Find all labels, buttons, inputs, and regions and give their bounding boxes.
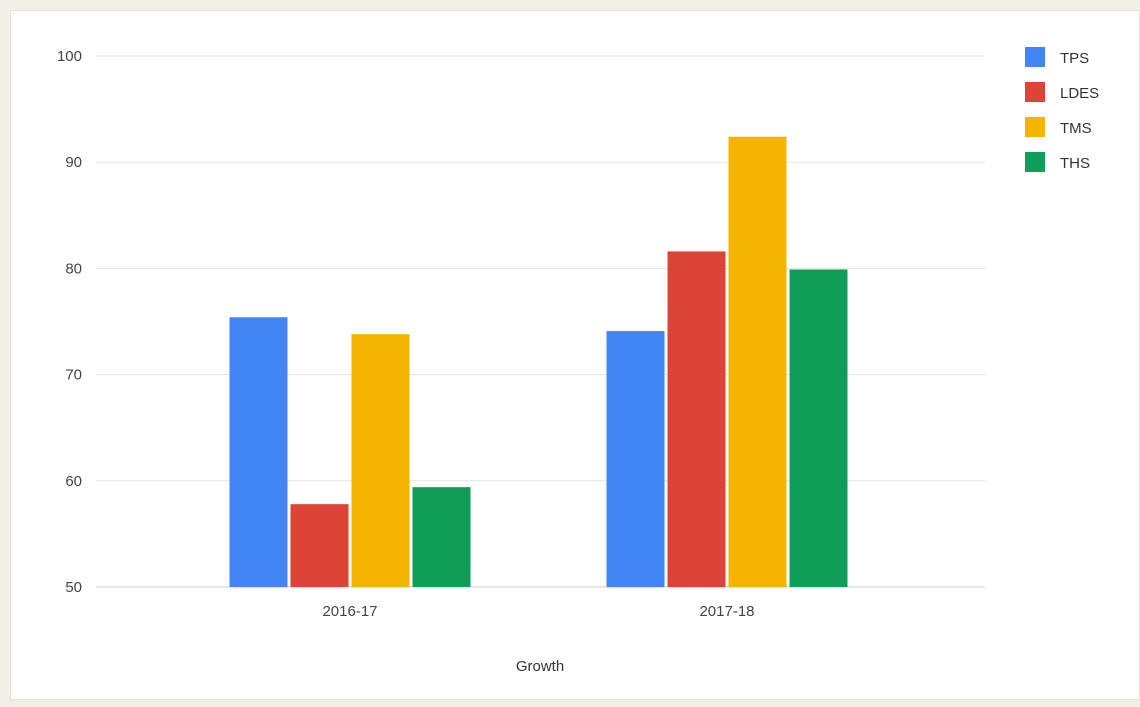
bars: [229, 136, 848, 587]
y-axis-ticks: 50 60 70 80 90 100: [57, 48, 82, 596]
legend-label-ths: THS: [1060, 155, 1090, 172]
y-tick-label: 50: [65, 579, 82, 596]
y-tick-label: 80: [65, 260, 82, 277]
bar-tps-2016-17[interactable]: [229, 317, 288, 587]
y-tick-label: 90: [65, 154, 82, 171]
legend-swatch-tms: [1025, 117, 1045, 137]
bar-tms-2017-18[interactable]: [728, 136, 787, 587]
bar-ths-2016-17[interactable]: [412, 487, 471, 587]
y-tick-label: 60: [65, 473, 82, 490]
bar-ths-2017-18[interactable]: [789, 269, 848, 587]
gridlines: [96, 55, 985, 588]
y-tick-label: 100: [57, 48, 82, 65]
y-tick-label: 70: [65, 367, 82, 384]
legend-swatch-ldes: [1025, 82, 1045, 102]
bar-ldes-2016-17[interactable]: [290, 504, 349, 587]
legend-swatch-tps: [1025, 47, 1045, 67]
legend-label-tms: TMS: [1060, 120, 1092, 137]
legend-label-ldes: LDES: [1060, 85, 1099, 102]
legend-label-tps: TPS: [1060, 50, 1089, 67]
x-axis-title: Growth: [516, 658, 564, 675]
chart-frame: [10, 10, 1140, 700]
bar-ldes-2017-18[interactable]: [667, 251, 726, 587]
x-tick-label: 2017-18: [699, 603, 754, 620]
bar-tms-2016-17[interactable]: [351, 334, 410, 587]
x-axis-ticks: 2016-17 2017-18: [322, 603, 754, 620]
legend-swatch-ths: [1025, 152, 1045, 172]
x-tick-label: 2016-17: [322, 603, 377, 620]
legend: TPS LDES TMS THS: [1025, 47, 1099, 172]
bar-tps-2017-18[interactable]: [606, 331, 665, 587]
